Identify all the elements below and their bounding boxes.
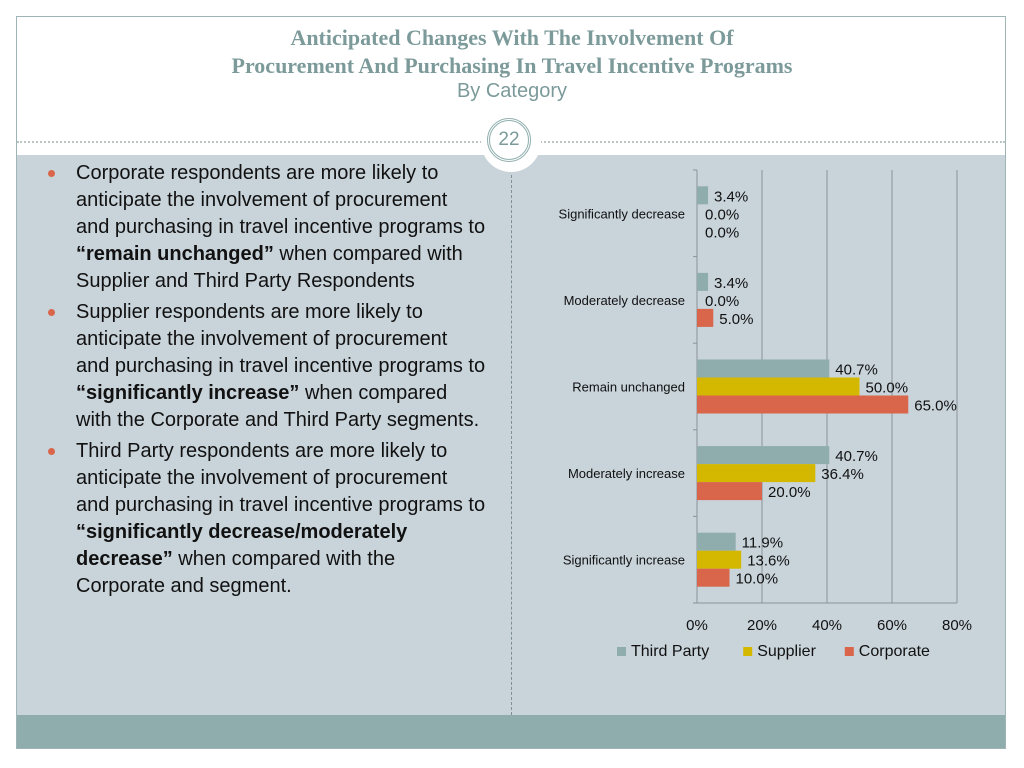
title-line-2: Procurement And Purchasing In Travel Inc… xyxy=(231,53,793,78)
legend-swatch xyxy=(617,647,626,656)
bullet-item: Supplier respondents are more likely to … xyxy=(46,299,486,434)
bullet-list: Corporate respondents are more likely to… xyxy=(46,160,486,604)
bullet-item: Third Party respondents are more likely … xyxy=(46,438,486,600)
bullet-text: when compared with the Corporate and Thi… xyxy=(76,382,480,431)
data-label: 65.0% xyxy=(914,398,957,415)
bullet-emphasis: “remain unchanged” xyxy=(76,243,274,265)
bullet-text: Supplier respondents are more likely to … xyxy=(76,301,486,377)
data-label: 3.4% xyxy=(714,275,748,292)
legend-swatch xyxy=(844,647,854,656)
data-label: 11.9% xyxy=(742,535,783,552)
legend-label: Corporate xyxy=(859,643,930,660)
bullet-icon xyxy=(48,309,55,316)
data-label: 5.0% xyxy=(719,311,753,328)
category-label: Moderately increase xyxy=(568,466,685,481)
bar xyxy=(697,482,762,501)
bullet-icon xyxy=(48,448,55,455)
category-label: Significantly increase xyxy=(563,553,685,568)
data-label: 0.0% xyxy=(705,224,739,241)
bar xyxy=(697,377,860,396)
category-label: Significantly decrease xyxy=(559,206,685,221)
bar xyxy=(697,186,709,205)
x-tick-label: 80% xyxy=(942,617,972,634)
data-label: 0.0% xyxy=(705,206,739,223)
footer-band xyxy=(17,715,1005,748)
bar xyxy=(697,395,909,414)
bullet-text: when compared with the Corporate and seg… xyxy=(76,548,396,597)
data-label: 10.0% xyxy=(736,571,779,588)
x-tick-label: 40% xyxy=(812,617,842,634)
bullet-icon xyxy=(48,170,55,177)
slide-title: Anticipated Changes With The Involvement… xyxy=(0,24,1024,80)
bullet-emphasis: “significantly increase” xyxy=(76,382,300,404)
data-label: 3.4% xyxy=(714,188,748,205)
bullet-text: Corporate respondents are more likely to… xyxy=(76,162,486,238)
x-tick-label: 20% xyxy=(747,617,777,634)
bar xyxy=(697,272,709,291)
bar xyxy=(697,550,742,569)
legend-label: Supplier xyxy=(757,643,816,660)
bar xyxy=(697,446,830,465)
data-label: 40.7% xyxy=(835,448,878,465)
legend-label: Third Party xyxy=(631,643,709,660)
data-label: 40.7% xyxy=(835,362,878,379)
category-label: Moderately decrease xyxy=(564,293,685,308)
bullet-item: Corporate respondents are more likely to… xyxy=(46,160,486,295)
bar xyxy=(697,568,730,587)
bullet-text: Third Party respondents are more likely … xyxy=(76,440,486,516)
slide-subtitle: By Category xyxy=(456,80,568,102)
data-label: 36.4% xyxy=(821,466,864,483)
data-label: 13.6% xyxy=(747,553,790,570)
column-divider xyxy=(511,175,512,715)
x-tick-label: 60% xyxy=(877,617,907,634)
title-line-1: Anticipated Changes With The Involvement… xyxy=(290,25,734,50)
category-label: Remain unchanged xyxy=(572,380,685,395)
legend-swatch xyxy=(743,647,753,656)
bar xyxy=(697,359,830,378)
page-number: 22 xyxy=(487,118,531,162)
bullet-text: when compared with Supplier and Third Pa… xyxy=(76,243,463,292)
data-label: 20.0% xyxy=(768,484,811,501)
data-label: 50.0% xyxy=(866,380,909,397)
x-tick-label: 0% xyxy=(686,617,708,634)
bullet-emphasis: “significantly decrease/moderately decre… xyxy=(76,521,408,570)
bar xyxy=(697,464,816,483)
bar xyxy=(697,308,714,327)
bar xyxy=(697,532,736,551)
data-label: 0.0% xyxy=(705,293,739,310)
